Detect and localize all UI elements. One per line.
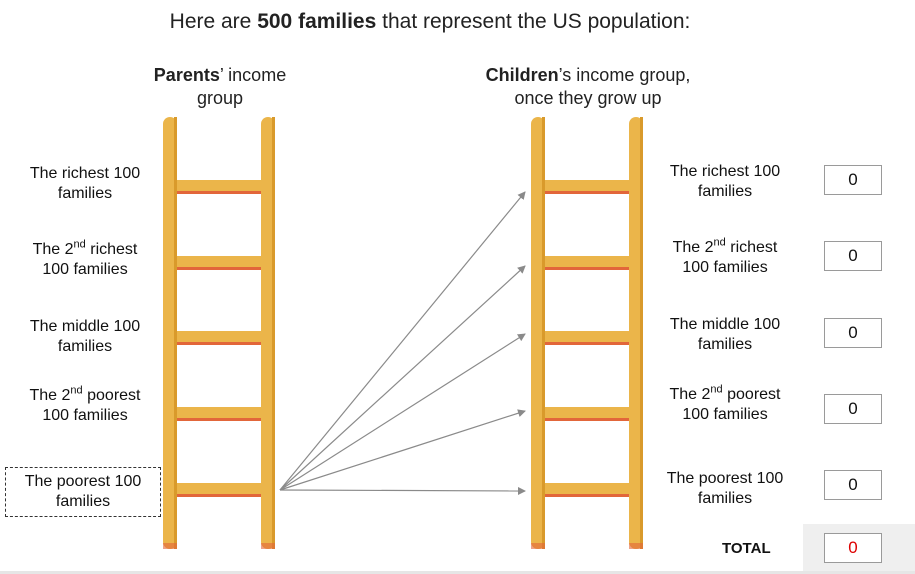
arrow-to-2nd-richest <box>279 265 526 491</box>
parent-row-2nd-richest[interactable]: The 2nd richest 100 families <box>32 238 138 278</box>
total-value: 0 <box>824 533 882 563</box>
mobility-arrows <box>279 191 526 495</box>
page-title: Here are 500 families that represent the… <box>169 10 691 33</box>
child-row-poorest-label: The poorest 100 families <box>666 470 784 507</box>
count-input-poorest[interactable] <box>824 470 882 500</box>
parent-row-2nd-poorest[interactable]: The 2nd poorest 100 families <box>29 384 141 424</box>
child-row-richest-label: The richest 100 families <box>669 163 781 200</box>
parent-row-poorest[interactable]: The poorest 100 families <box>5 467 161 517</box>
parent-row-richest[interactable]: The richest 100 families <box>29 165 141 202</box>
total-label: TOTAL <box>722 540 771 557</box>
children-heading: Children’s income group, once they grow … <box>485 65 691 108</box>
arrow-to-2nd-poorest <box>279 409 526 491</box>
count-input-2nd-richest[interactable] <box>824 241 882 271</box>
arrow-to-richest <box>279 191 526 491</box>
parents-heading: Parents’ income group <box>153 65 287 108</box>
children-ladder <box>531 117 643 549</box>
child-row-2nd-richest-label: The 2nd richest 100 families <box>672 236 778 276</box>
count-input-richest[interactable] <box>824 165 882 195</box>
child-row-middle-label: The middle 100 families <box>669 316 781 353</box>
parents-ladder <box>163 117 275 549</box>
bottom-divider <box>0 571 915 574</box>
arrow-to-middle <box>279 333 526 491</box>
child-row-2nd-poorest-label: The 2nd poorest 100 families <box>669 383 781 423</box>
count-input-2nd-poorest[interactable] <box>824 394 882 424</box>
parent-row-middle[interactable]: The middle 100 families <box>29 318 141 355</box>
arrow-to-poorest <box>279 486 526 495</box>
count-input-middle[interactable] <box>824 318 882 348</box>
